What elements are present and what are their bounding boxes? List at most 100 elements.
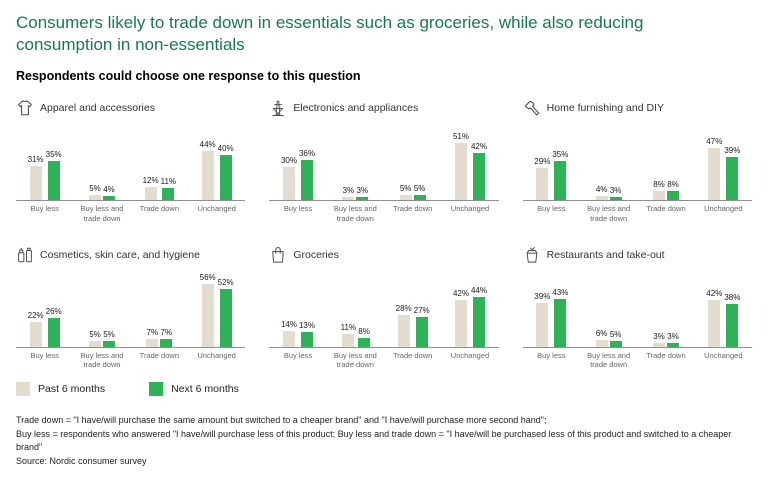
bar-with-label: 3% xyxy=(356,186,369,201)
bar-past-6-months xyxy=(652,343,665,347)
bar-value-label: 3% xyxy=(342,185,355,195)
bar-value-label: 28% xyxy=(395,304,412,314)
legend-label-past: Past 6 months xyxy=(38,383,106,396)
bar-value-label: 26% xyxy=(45,306,62,316)
bar-with-label: 52% xyxy=(218,278,234,347)
bar-with-label: 40% xyxy=(217,144,234,201)
bar-group: 28% 27% xyxy=(383,273,442,348)
bar-past-6-months xyxy=(342,334,355,347)
category-label: Buy less xyxy=(537,204,566,214)
chart-title: Electronics and appliances xyxy=(293,102,419,115)
bar-with-label: 56% xyxy=(200,273,216,347)
bar-next-6-months xyxy=(413,194,426,201)
bar-group: 30% 36% xyxy=(269,126,327,202)
bar-plot: 22% 26% 5% 5% 7% 7% 56% 52% Buy less Buy less and… xyxy=(16,273,246,371)
category-label: Buy less and trade down xyxy=(587,204,631,223)
bar-value-label: 5% xyxy=(103,330,115,340)
bar-next-6-months xyxy=(472,297,485,347)
bar-group: 8% 8% xyxy=(637,126,695,202)
bar-with-label: 5% xyxy=(102,330,115,347)
category-label: Buy less and trade down xyxy=(80,350,124,370)
bar-next-6-months xyxy=(472,153,485,201)
bar-past-6-months xyxy=(342,196,355,201)
bar-value-label: 44% xyxy=(199,139,216,149)
bar-value-label: 7% xyxy=(146,327,159,337)
bar-with-label: 42% xyxy=(471,142,487,201)
bar-group: 31% 35% xyxy=(16,126,74,202)
category-label: Buy less xyxy=(283,350,313,360)
tshirt-icon xyxy=(16,99,34,117)
bar-with-label: 35% xyxy=(552,150,569,201)
bar-past-6-months xyxy=(536,167,549,201)
bar-value-label: 6% xyxy=(595,329,608,338)
bar-value-label: 5% xyxy=(89,183,101,193)
chart-header: Restaurants and take-out xyxy=(523,246,752,264)
bar-group: 29% 35% xyxy=(522,126,580,202)
chart-cosmetics-skin-care-and-hygiene: Cosmetics, skin care, and hygiene 22% 26%… xyxy=(16,246,246,371)
bar-next-6-months xyxy=(102,341,115,347)
bar-value-label: 13% xyxy=(298,321,315,331)
bar-value-label: 22% xyxy=(27,311,44,321)
chart-apparel-and-accessories: Apparel and accessories 31% 35% 5% 4% 12% 11%… xyxy=(16,99,246,224)
bar-next-6-months xyxy=(554,298,567,347)
bar-value-label: 43% xyxy=(552,287,569,297)
chart-header: Electronics and appliances xyxy=(269,99,498,117)
bar-value-label: 7% xyxy=(160,327,173,337)
bar-value-label: 35% xyxy=(552,150,569,159)
bar-past-6-months xyxy=(201,284,214,347)
chart-title: Groceries xyxy=(293,248,339,261)
footnotes: Trade down = "I have/will purchase the s… xyxy=(16,414,752,468)
bar-past-6-months xyxy=(282,166,295,201)
bar-plot: 31% 35% 5% 4% 12% 11% 44% 40% Buy less Buy less a… xyxy=(16,126,246,224)
bar-with-label: 31% xyxy=(28,155,44,201)
bar-next-6-months xyxy=(356,196,369,201)
bar-with-label: 51% xyxy=(453,132,469,201)
bar-next-6-months xyxy=(554,161,567,201)
bar-next-6-months xyxy=(162,187,175,201)
bar-value-label: 42% xyxy=(452,288,469,298)
bar-with-label: 13% xyxy=(299,321,315,347)
bar-group: 47% 39% xyxy=(694,126,752,202)
bar-with-label: 27% xyxy=(414,306,430,347)
bar-past-6-months xyxy=(652,191,665,201)
page: Consumers likely to trade down in essent… xyxy=(16,13,752,468)
category-label: Buy less xyxy=(30,204,59,214)
category-label: Buy less and trade down xyxy=(333,204,377,223)
legend: Past 6 months Next 6 months xyxy=(16,382,752,397)
bar-next-6-months xyxy=(609,341,622,347)
bar-value-label: 5% xyxy=(609,330,622,340)
bar-past-6-months xyxy=(454,143,467,201)
legend-swatch-past xyxy=(16,382,30,397)
bar-next-6-months xyxy=(666,343,679,347)
bar-past-6-months xyxy=(595,340,608,347)
bar-group: 51% 42% xyxy=(441,126,499,202)
bar-next-6-months xyxy=(415,316,428,347)
bar-value-label: 52% xyxy=(217,277,234,287)
footnote-trade-down: Trade down = "I have/will purchase the s… xyxy=(16,415,547,426)
bar-next-6-months xyxy=(160,338,173,347)
bar-next-6-months xyxy=(300,332,313,347)
bar-with-label: 4% xyxy=(595,184,608,201)
chart-home-furnishing-and-diy: Home furnishing and DIY 29% 35% 4% 3% 8% 8% 47… xyxy=(522,99,752,224)
bar-next-6-months xyxy=(219,155,232,201)
bar-with-label: 5% xyxy=(88,183,101,201)
category-label: Unchanged xyxy=(197,350,236,360)
category-label: Buy less and trade down xyxy=(587,350,631,370)
category-label: Unchanged xyxy=(450,350,490,360)
bar-with-label: 4% xyxy=(102,185,115,201)
bar-next-6-months xyxy=(47,161,60,201)
takeout-box-icon xyxy=(523,246,541,264)
bar-with-label: 44% xyxy=(471,286,487,347)
chart-groceries: Groceries 14% 13% 11% 8% 28% 27% 42% 44% Buy les… xyxy=(269,246,499,371)
category-label: Trade down xyxy=(392,204,433,214)
category-label: Trade down xyxy=(646,204,686,214)
bar-value-label: 38% xyxy=(724,293,741,303)
bar-with-label: 8% xyxy=(358,327,371,347)
bar-group: 12% 11% xyxy=(130,126,188,202)
bar-value-label: 40% xyxy=(217,144,234,154)
bar-value-label: 4% xyxy=(595,184,608,194)
bar-value-label: 5% xyxy=(399,183,412,193)
bar-with-label: 5% xyxy=(609,330,622,347)
bar-value-label: 3% xyxy=(653,332,665,342)
bar-with-label: 8% xyxy=(652,180,665,201)
